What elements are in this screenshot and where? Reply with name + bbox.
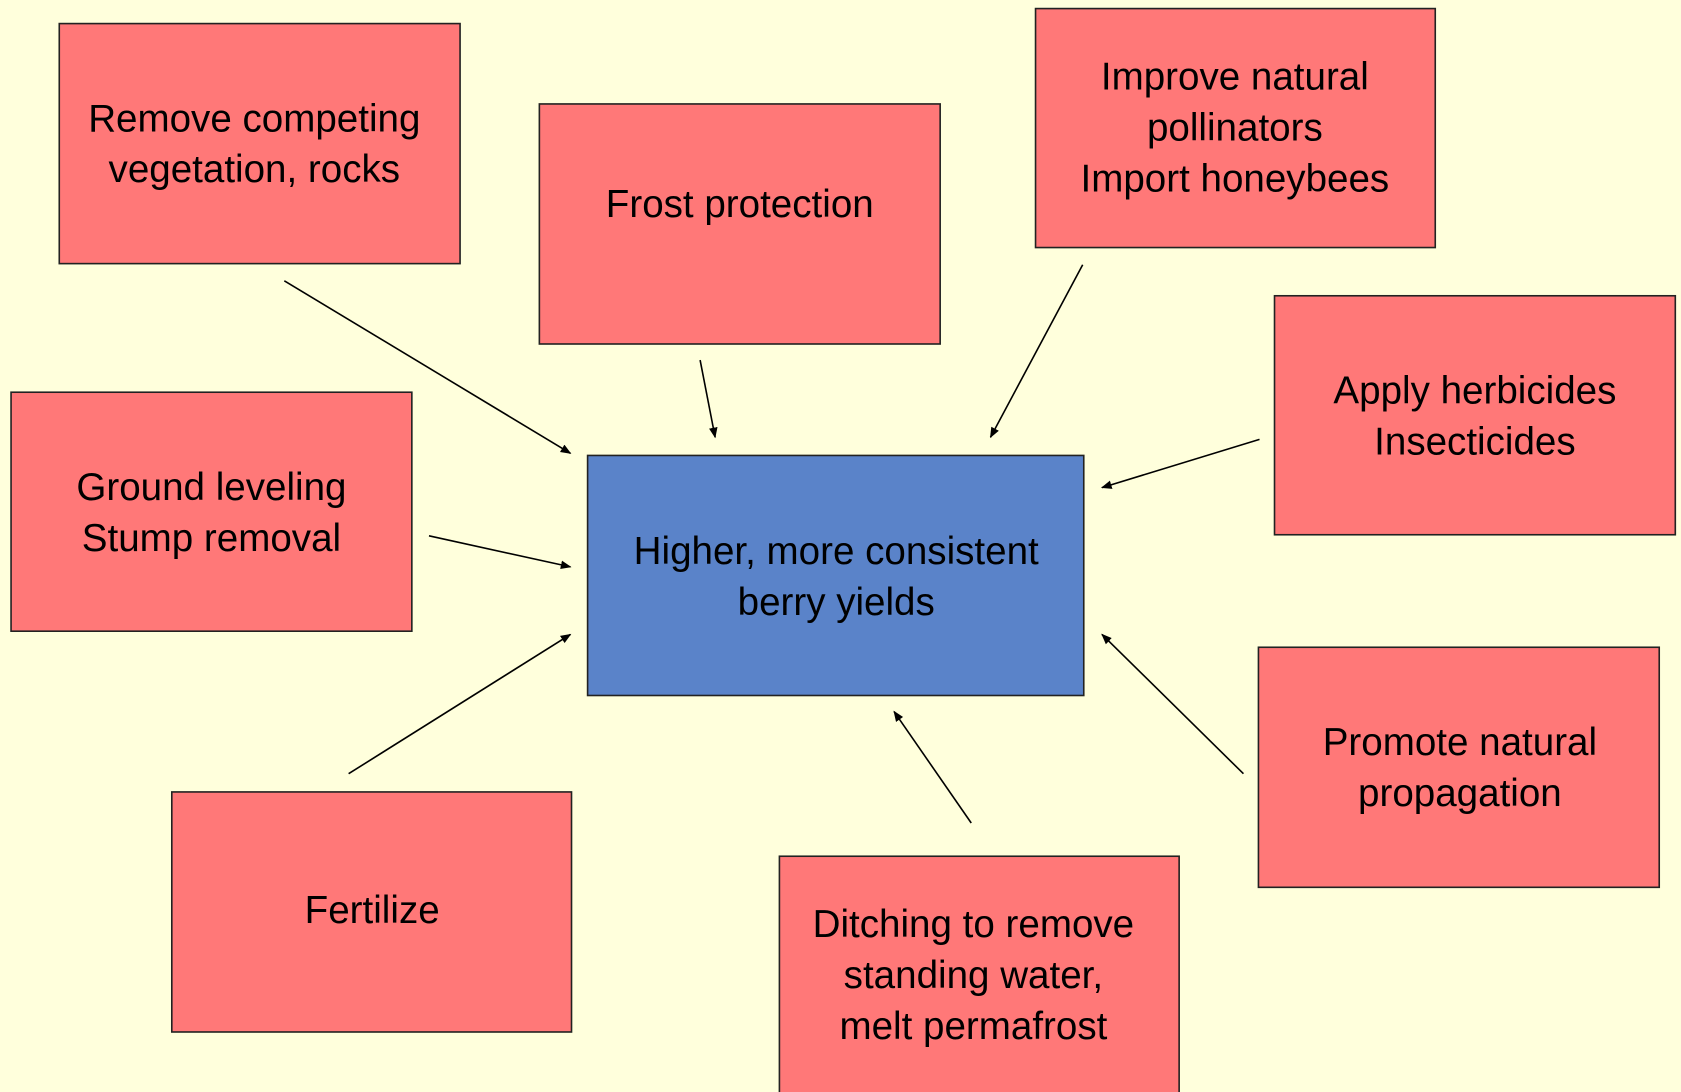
box-label: Insecticides [1374, 420, 1575, 463]
factor-box [10, 391, 413, 632]
box-label: Promote natural [1323, 721, 1597, 764]
arrow [283, 280, 572, 454]
factor-box [170, 791, 573, 1033]
box-label: Stump removal [82, 517, 341, 560]
arrow [348, 633, 572, 775]
box-label: standing water, [844, 954, 1103, 997]
box-label: melt permafrost [839, 1005, 1107, 1048]
box-label: Ditching to remove [813, 903, 1135, 946]
box-label: Frost protection [606, 183, 874, 226]
factor-box [58, 22, 461, 265]
box-label: Apply herbicides [1333, 369, 1616, 412]
factor-box [1257, 646, 1661, 889]
box-label: Higher, more consistent [634, 530, 1039, 573]
box-label: Improve natural [1101, 55, 1369, 98]
arrow [1100, 438, 1260, 489]
arrow [1101, 633, 1245, 775]
factor-box [1273, 294, 1677, 536]
arrow [428, 535, 572, 570]
box-label: Remove competing [88, 97, 420, 140]
box-label: Ground leveling [76, 466, 346, 509]
box-label: Import honeybees [1081, 157, 1390, 200]
box-label: Fertilize [305, 889, 440, 932]
box-label: propagation [1358, 772, 1562, 815]
factor-box [538, 103, 941, 345]
center-box [586, 454, 1085, 697]
box-label: vegetation, rocks [109, 148, 401, 191]
box-label: berry yields [738, 581, 935, 624]
arrow [989, 264, 1084, 439]
factor-box [778, 855, 1180, 1092]
arrow [893, 710, 972, 824]
arrow [699, 359, 718, 439]
factor-box [1034, 7, 1437, 249]
box-label: pollinators [1147, 106, 1323, 149]
